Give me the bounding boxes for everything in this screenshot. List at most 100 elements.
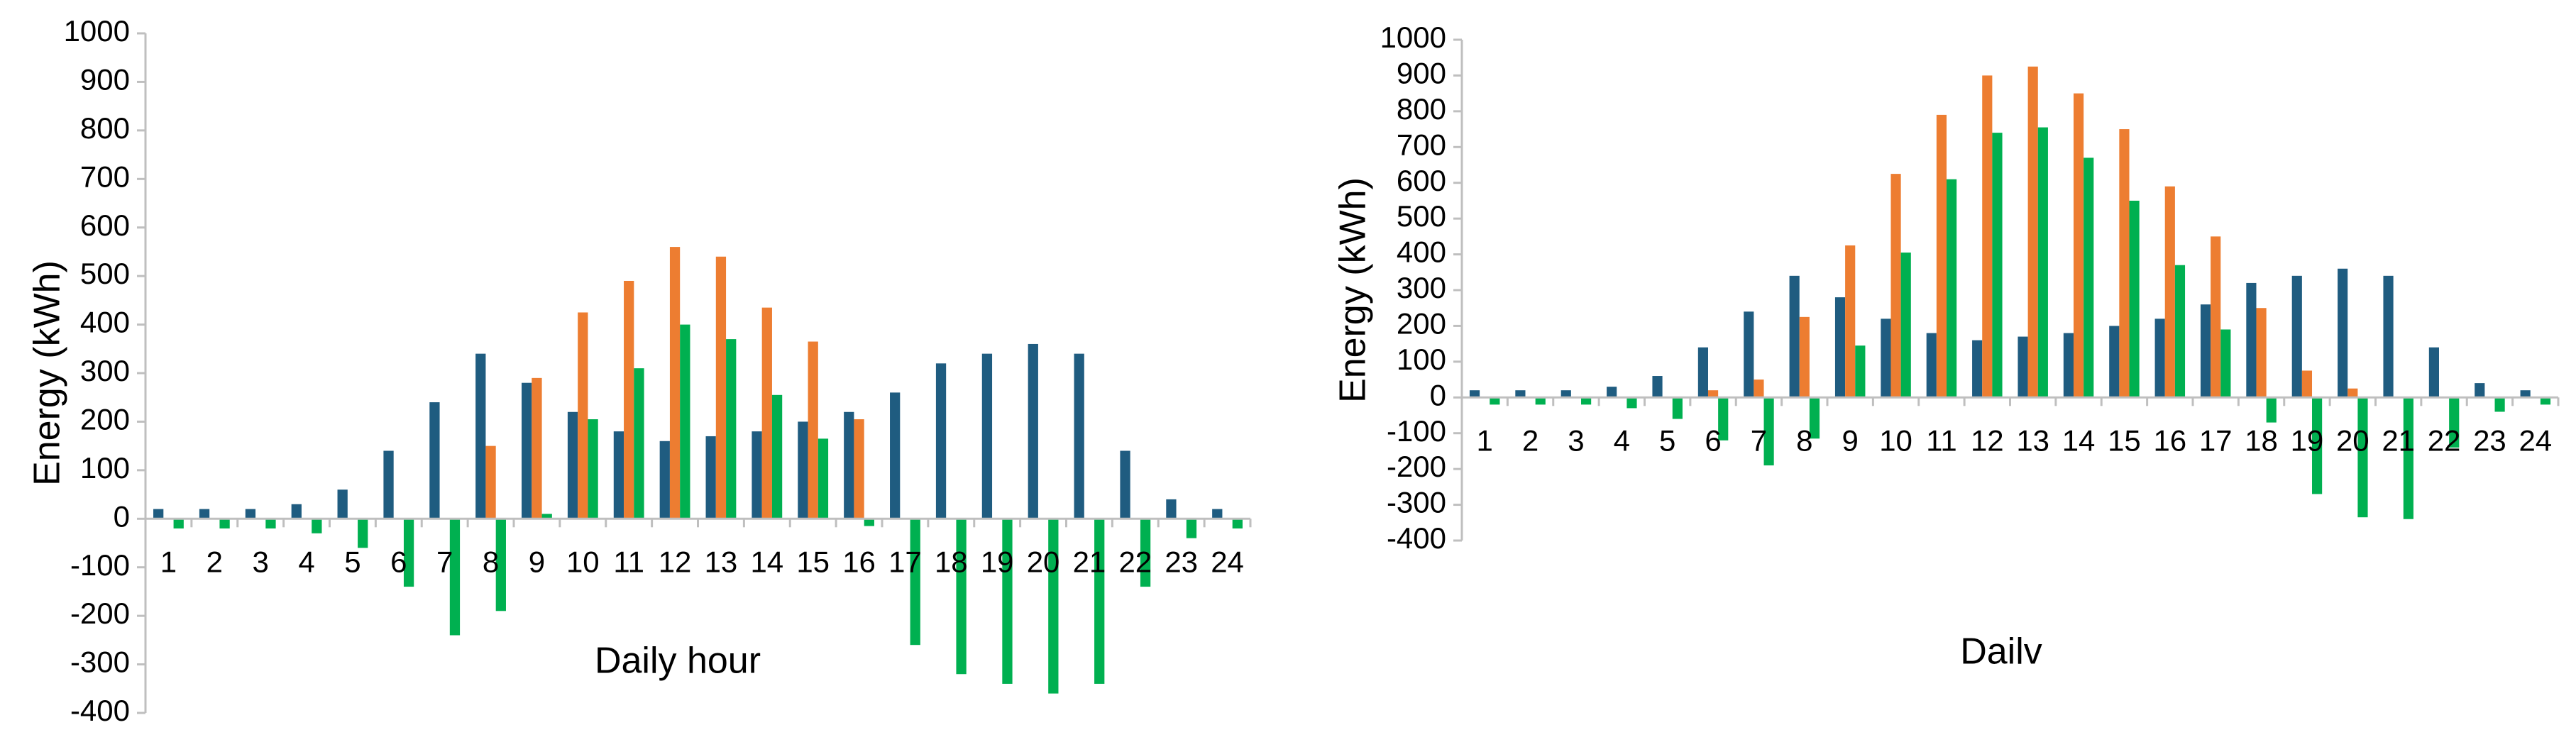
x-tick-label: 12 (1971, 423, 2004, 457)
bar (2063, 333, 2074, 398)
x-tick-label: 15 (2108, 423, 2141, 457)
x-tick-label: 7 (436, 545, 453, 578)
bar (1120, 450, 1130, 519)
bar (153, 509, 164, 519)
bar (1140, 519, 1151, 587)
bar (1607, 387, 1617, 398)
y-tick-label: 100 (80, 451, 130, 484)
y-tick-label: 200 (80, 403, 130, 436)
bar (1718, 397, 1729, 441)
bar (1763, 397, 1774, 466)
x-tick-label: 4 (298, 545, 314, 578)
bar (1652, 376, 1663, 398)
x-tick-label: 16 (2153, 423, 2186, 457)
x-tick-label: 3 (253, 545, 269, 578)
bar (2338, 268, 2348, 398)
bar (1490, 397, 1500, 405)
bar (2520, 390, 2531, 398)
bar (2357, 397, 2368, 518)
bar (1074, 353, 1084, 519)
x-tick-label: 4 (1614, 423, 1630, 457)
bar (383, 450, 394, 519)
y-tick-label: 300 (80, 354, 130, 387)
y-tick-label: 200 (1397, 307, 1446, 340)
y-tick-label: 600 (1397, 164, 1446, 197)
x-tick-label: 23 (2473, 423, 2506, 457)
y-tick-label: 700 (1397, 128, 1446, 161)
bar (1834, 297, 1846, 398)
bar (337, 489, 348, 519)
bar (2403, 397, 2413, 519)
bar (818, 438, 829, 519)
y-tick-label: -200 (1387, 450, 1446, 483)
bar (1936, 114, 1947, 398)
bar (2200, 304, 2211, 398)
bar (715, 256, 727, 519)
bar (541, 514, 552, 519)
y-tick-label: 300 (1397, 271, 1446, 304)
y-tick-label: -300 (70, 646, 130, 679)
chart: -400 -300 -200 -100 0 100 200 300 400 500 600 700 80… (27, 14, 1252, 727)
x-tick-label: 20 (2336, 423, 2369, 457)
bar (1212, 509, 1223, 519)
x-tick-label: 17 (888, 545, 922, 578)
x-tick-label: 18 (2245, 423, 2278, 457)
bar (2383, 275, 2394, 398)
x-tick-label: 3 (1568, 423, 1584, 457)
bar (2291, 275, 2302, 398)
bar (2246, 282, 2257, 398)
bar (199, 509, 210, 519)
bar (1028, 343, 1038, 519)
bar (2109, 326, 2120, 398)
bar (844, 411, 854, 519)
x-tick-label: 2 (1522, 423, 1539, 457)
bar (449, 519, 461, 636)
x-tick-label: 23 (1165, 545, 1198, 578)
bar (1048, 519, 1059, 694)
bar (429, 402, 440, 519)
bar (1626, 397, 1637, 409)
x-tick-label: 14 (2062, 423, 2096, 457)
bar (312, 519, 322, 533)
x-tick-label: 7 (1751, 423, 1767, 457)
y-tick-label: 800 (1397, 92, 1446, 126)
bar (1697, 347, 1708, 398)
bar (761, 307, 772, 519)
bar (1581, 397, 1592, 405)
y-tick-label: 600 (80, 209, 130, 242)
bar (1881, 319, 1891, 398)
bar (1166, 499, 1177, 519)
bar (485, 445, 496, 519)
bar (1992, 133, 2003, 398)
bar (1754, 380, 1764, 398)
bar (475, 353, 486, 519)
bar (2347, 388, 2358, 398)
x-tick-label: 13 (2016, 423, 2049, 457)
bar (2266, 397, 2277, 423)
bar (752, 431, 762, 519)
bar (1672, 397, 1683, 419)
x-tick-label: 10 (566, 545, 600, 578)
bar (624, 280, 634, 519)
bar (2018, 336, 2028, 398)
bar (1744, 311, 1754, 398)
x-tick-label: 14 (750, 545, 783, 578)
bar (358, 519, 368, 548)
bar (798, 421, 808, 519)
x-tick-label: 6 (1705, 423, 1721, 457)
x-tick-label: 1 (1477, 423, 1493, 457)
y-tick-label: 900 (1397, 57, 1446, 90)
x-tick-label: 22 (2428, 423, 2461, 457)
y-tick-label: -100 (70, 548, 130, 582)
bar (2027, 66, 2038, 398)
bar (659, 441, 670, 519)
y-tick-label: 700 (80, 160, 130, 193)
bar (1855, 345, 1866, 398)
y-tick-label: 400 (1397, 236, 1446, 269)
y-tick-label: 100 (1397, 343, 1446, 376)
bar (956, 519, 967, 675)
x-tick-label: 9 (529, 545, 545, 578)
bar (588, 419, 598, 519)
bar (2084, 157, 2094, 398)
